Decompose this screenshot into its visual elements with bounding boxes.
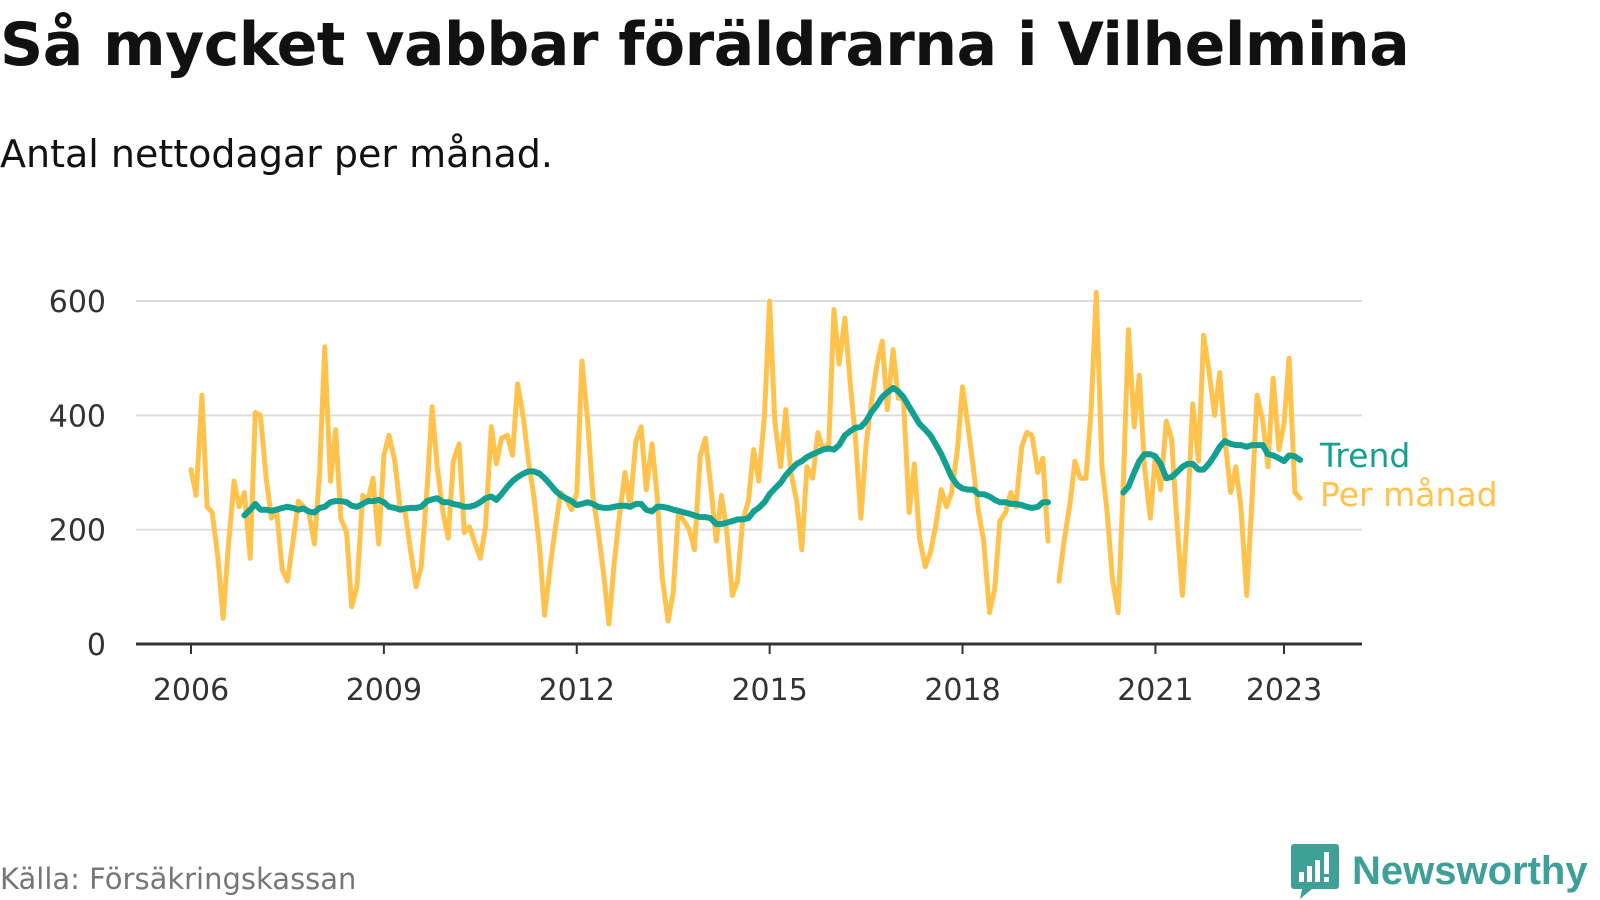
x-tick-label-2018: 2018	[924, 673, 1000, 708]
series-per-manad-line-segment-2	[1056, 289, 1303, 616]
x-tick-label-2006: 2006	[153, 673, 229, 708]
source-note: Källa: Försäkringskassan	[0, 862, 357, 896]
y-tick-label-200: 200	[49, 514, 106, 549]
brand-name: Newsworthy	[1352, 848, 1588, 893]
y-tick-label-400: 400	[49, 399, 106, 434]
x-tick-label-2021: 2021	[1117, 673, 1193, 708]
series-lines	[188, 289, 1304, 627]
series-per-manad-line-segment-1	[188, 298, 1051, 627]
x-axis-ticks: 2006 2009 2012 2015 2018 2021 2023	[153, 644, 1322, 708]
y-tick-label-0: 0	[87, 628, 106, 663]
series-trend-line-segment-1	[241, 384, 1051, 527]
gridlines	[136, 300, 1362, 646]
newsworthy-icon	[1291, 844, 1339, 899]
x-tick-label-2023: 2023	[1246, 673, 1322, 708]
chart-subtitle: Antal nettodagar per månad.	[0, 132, 554, 176]
chart-title: Så mycket vabbar föräldrarna i Vilhelmin…	[0, 10, 1410, 80]
label-per-manad: Per månad	[1320, 475, 1498, 514]
x-tick-label-2012: 2012	[539, 673, 615, 708]
brand-logo: Newsworthy	[1290, 842, 1588, 900]
y-axis-ticks: 0 200 400 600	[49, 285, 106, 663]
x-tick-label-2015: 2015	[731, 673, 807, 708]
x-tick-label-2009: 2009	[346, 673, 422, 708]
label-trend: Trend	[1319, 436, 1410, 475]
series-trend-line-segment-2	[1120, 438, 1304, 496]
y-tick-label-600: 600	[49, 285, 106, 320]
